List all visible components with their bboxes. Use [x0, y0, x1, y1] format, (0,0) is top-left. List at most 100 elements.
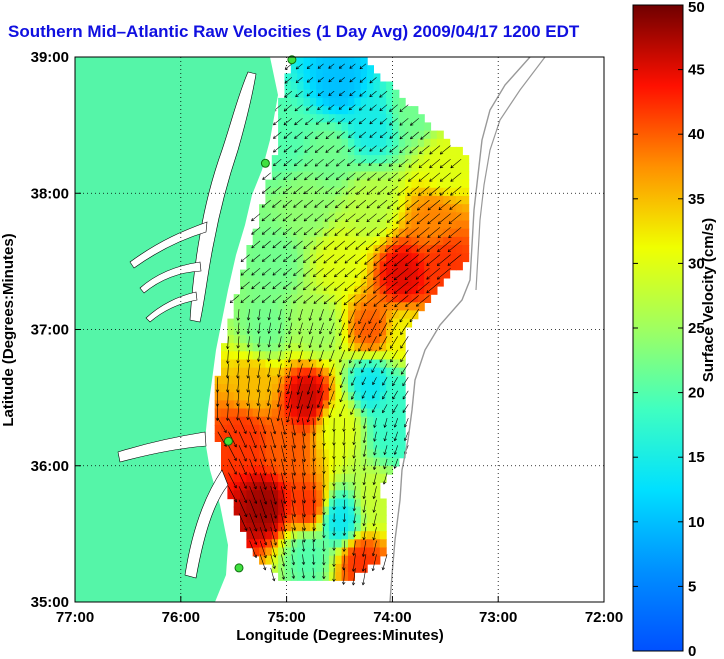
velocity-cell — [328, 245, 336, 254]
velocity-cell — [392, 106, 400, 115]
velocity-cell — [316, 146, 324, 156]
velocity-cell — [354, 441, 362, 451]
velocity-cell — [265, 539, 273, 549]
velocity-cell — [297, 449, 305, 459]
velocity-cell — [379, 277, 387, 287]
velocity-cell — [373, 539, 381, 549]
velocity-cell — [328, 97, 336, 107]
velocity-cell — [290, 384, 298, 393]
velocity-cell — [265, 375, 273, 385]
velocity-cell — [348, 196, 355, 205]
velocity-cell — [398, 245, 406, 254]
velocity-cell — [290, 392, 298, 402]
velocity-cell — [335, 73, 343, 83]
velocity-cell — [379, 465, 387, 475]
velocity-cell — [424, 269, 432, 279]
velocity-cell — [360, 277, 368, 287]
velocity-cell — [462, 155, 470, 164]
velocity-cell — [341, 498, 349, 508]
velocity-cell — [373, 490, 381, 500]
velocity-cell — [373, 269, 381, 279]
velocity-cell — [233, 465, 241, 475]
velocity-cell — [252, 261, 260, 271]
velocity-cell — [303, 555, 311, 565]
velocity-cell — [379, 220, 387, 230]
velocity-cell — [367, 294, 374, 303]
velocity-cell — [386, 212, 394, 222]
velocity-cell — [246, 465, 254, 475]
velocity-cell — [297, 539, 305, 549]
velocity-cell — [373, 236, 381, 246]
velocity-cell — [455, 146, 463, 156]
velocity-cell — [322, 253, 330, 263]
velocity-cell — [354, 122, 362, 132]
velocity-cell — [398, 212, 406, 222]
velocity-cell — [328, 310, 336, 320]
velocity-cell — [449, 236, 457, 246]
velocity-cell — [360, 384, 368, 393]
velocity-cell — [455, 228, 463, 238]
velocity-cell — [316, 392, 324, 402]
velocity-cell — [246, 277, 254, 287]
velocity-cell — [392, 343, 400, 352]
velocity-cell — [284, 457, 292, 467]
velocity-cell — [354, 253, 362, 263]
velocity-cell — [341, 514, 349, 524]
velocity-cell — [341, 490, 349, 500]
velocity-cell — [379, 400, 387, 410]
velocity-cell — [227, 465, 235, 475]
velocity-cell — [322, 563, 330, 573]
velocity-cell — [271, 416, 279, 426]
velocity-cell — [341, 449, 349, 459]
velocity-cell — [354, 196, 362, 205]
velocity-cell — [398, 171, 406, 181]
velocity-cell — [341, 97, 349, 107]
velocity-cell — [246, 531, 254, 541]
velocity-cell — [328, 433, 336, 442]
velocity-cell — [316, 106, 324, 115]
velocity-cell — [328, 81, 336, 91]
velocity-cell — [271, 269, 279, 279]
velocity-cell — [233, 490, 241, 500]
velocity-cell — [252, 367, 260, 377]
velocity-cell — [354, 106, 362, 115]
velocity-cell — [284, 547, 292, 557]
shelf-break-isobath — [389, 57, 531, 602]
velocity-cell — [303, 253, 311, 263]
velocity-cell — [417, 261, 425, 271]
velocity-cell — [316, 163, 324, 173]
velocity-cell — [303, 351, 311, 361]
velocity-cell — [303, 514, 311, 524]
colorbar-tick-label: 15 — [688, 449, 705, 466]
velocity-cell — [360, 473, 368, 483]
velocity-cell — [373, 441, 381, 451]
velocity-cell — [430, 253, 438, 263]
velocity-cell — [335, 400, 343, 410]
velocity-cell — [335, 375, 343, 385]
velocity-cell — [354, 465, 362, 475]
velocity-cell — [354, 171, 362, 181]
velocity-cell — [348, 335, 355, 344]
velocity-cell — [246, 318, 254, 328]
velocity-cell — [449, 171, 457, 181]
velocity-cell — [309, 245, 317, 254]
velocity-cell — [335, 245, 343, 254]
velocity-cell — [455, 236, 463, 246]
velocity-cell — [411, 106, 419, 115]
velocity-cell — [341, 335, 349, 344]
velocity-cell — [221, 400, 228, 410]
velocity-cell — [316, 204, 324, 214]
velocity-cell — [379, 343, 387, 352]
velocity-cell — [278, 163, 286, 173]
velocity-cell — [265, 359, 273, 369]
velocity-cell — [386, 245, 394, 254]
velocity-cell — [417, 302, 425, 312]
velocity-cell — [265, 531, 273, 541]
velocity-cell — [316, 547, 324, 557]
velocity-cell — [367, 106, 374, 115]
velocity-cell — [386, 433, 394, 442]
velocity-cell — [309, 392, 317, 402]
velocity-cell — [278, 359, 286, 369]
velocity-cell — [265, 302, 273, 312]
velocity-cell — [386, 204, 394, 214]
